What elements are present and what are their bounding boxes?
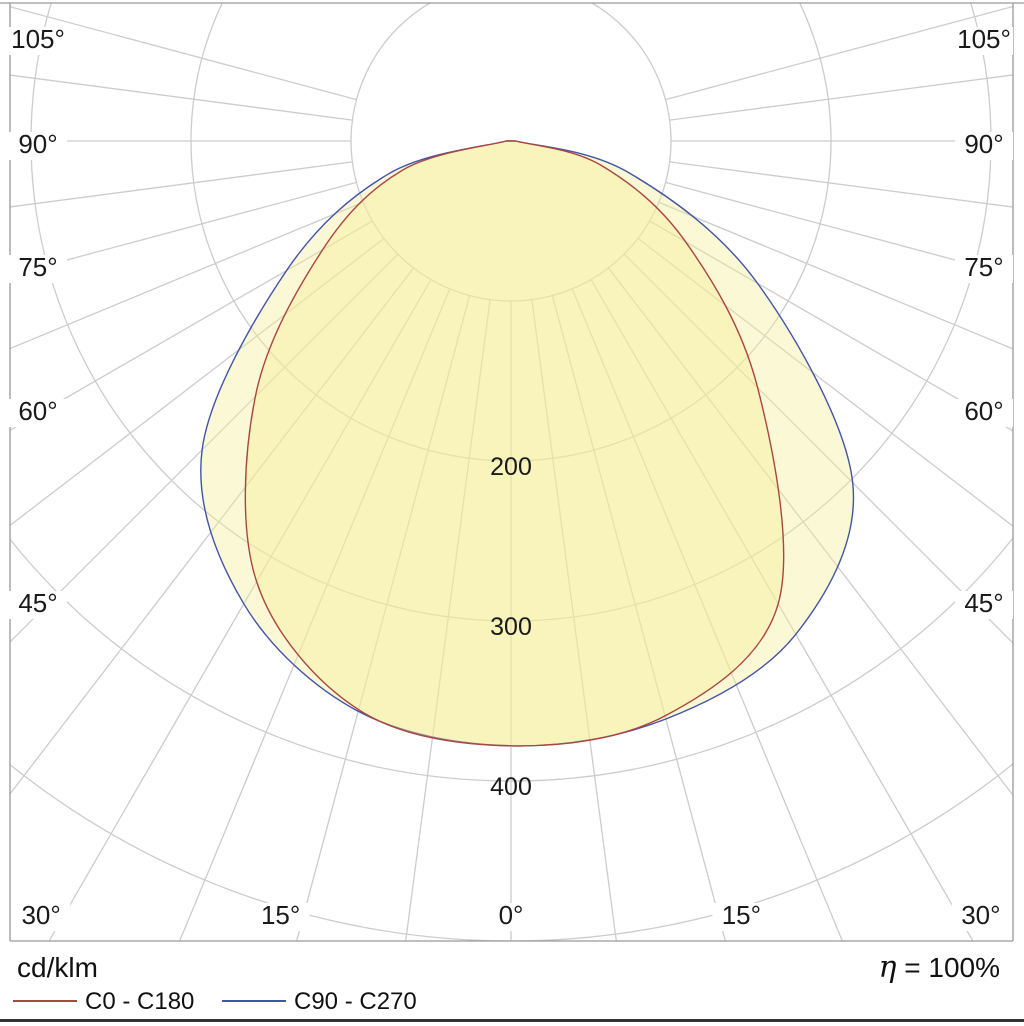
svg-text:45°: 45° xyxy=(18,588,57,618)
bottom-border-line xyxy=(0,1019,1024,1022)
efficiency-value: = 100% xyxy=(904,952,1000,983)
svg-text:60°: 60° xyxy=(18,396,57,426)
efficiency-label: η = 100% xyxy=(878,950,1000,985)
legend: C0 - C180 C90 - C270 xyxy=(0,988,1024,1018)
eta-symbol: η xyxy=(878,950,897,985)
svg-text:60°: 60° xyxy=(964,396,1003,426)
svg-text:300: 300 xyxy=(490,613,532,641)
svg-text:90°: 90° xyxy=(18,129,57,159)
svg-text:105°: 105° xyxy=(957,24,1011,54)
svg-text:75°: 75° xyxy=(18,252,57,282)
svg-text:15°: 15° xyxy=(261,900,300,930)
svg-text:30°: 30° xyxy=(21,900,60,930)
svg-text:400: 400 xyxy=(490,773,532,801)
unit-label: cd/klm xyxy=(17,952,98,983)
legend-line-c90-c270 xyxy=(222,1000,286,1002)
svg-text:105°: 105° xyxy=(11,24,65,54)
legend-label-c90-c270: C90 - C270 xyxy=(294,988,417,1015)
svg-text:45°: 45° xyxy=(964,588,1003,618)
legend-label-c0-c180: C0 - C180 xyxy=(85,988,195,1015)
svg-text:75°: 75° xyxy=(964,252,1003,282)
legend-line-c0-c180 xyxy=(13,1000,77,1002)
svg-text:90°: 90° xyxy=(964,129,1003,159)
chart-footer: cd/klm η = 100% C0 - C180 C90 - C270 xyxy=(0,944,1024,1020)
svg-text:0°: 0° xyxy=(499,900,524,930)
svg-text:15°: 15° xyxy=(722,900,761,930)
svg-text:30°: 30° xyxy=(961,900,1000,930)
svg-text:200: 200 xyxy=(490,453,532,481)
